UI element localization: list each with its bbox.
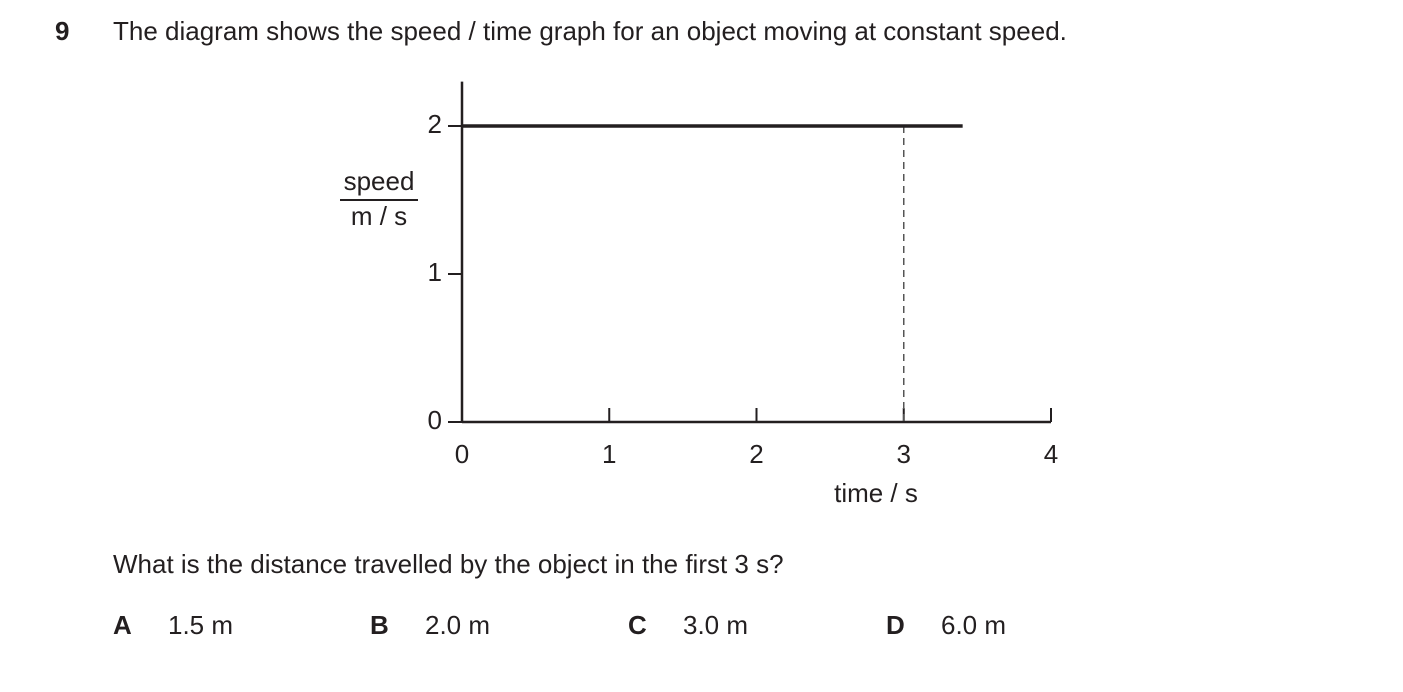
x-tick-label: 1 (602, 439, 616, 469)
y-tick-label: 1 (428, 257, 442, 287)
question-number: 9 (55, 16, 69, 46)
x-tick-label: 2 (749, 439, 763, 469)
option-text: 6.0 m (941, 610, 1006, 640)
x-tick-label: 4 (1044, 439, 1058, 469)
option-letter: C (628, 610, 647, 640)
question-prompt: What is the distance travelled by the ob… (113, 549, 784, 579)
option-text: 3.0 m (683, 610, 748, 640)
option-letter: B (370, 610, 389, 640)
chart: speed m / s time / s 0 1 2 0 1 2 3 4 (340, 81, 1058, 508)
y-tick-label: 0 (428, 405, 442, 435)
y-label-unit: m / s (351, 201, 407, 231)
options: A 1.5 m B 2.0 m C 3.0 m D 6.0 m (113, 610, 1006, 640)
option-text: 2.0 m (425, 610, 490, 640)
option-letter: A (113, 610, 132, 640)
y-label-quantity: speed (344, 166, 415, 196)
x-tick-label: 3 (897, 439, 911, 469)
question-stem: The diagram shows the speed / time graph… (113, 16, 1067, 46)
x-tick-label: 0 (455, 439, 469, 469)
y-tick-label: 2 (428, 109, 442, 139)
option-letter: D (886, 610, 905, 640)
option-text: 1.5 m (168, 610, 233, 640)
x-label: time / s (834, 478, 918, 508)
